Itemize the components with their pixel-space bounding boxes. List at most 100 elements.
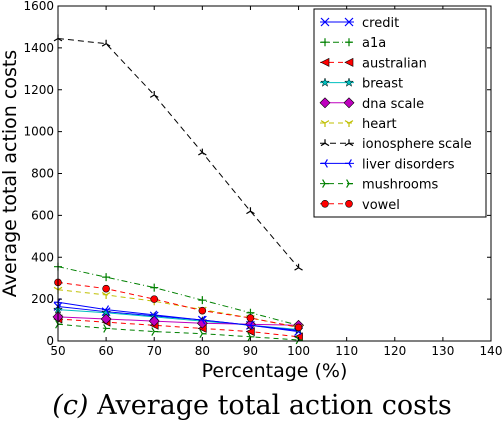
legend-item-mushrooms: mushrooms xyxy=(320,178,439,193)
y-tick-label: 1600 xyxy=(23,0,54,13)
x-tick-label: 50 xyxy=(50,344,65,358)
x-axis-label: Percentage (%) xyxy=(202,360,348,382)
caption-text: Average total action costs xyxy=(97,390,452,421)
legend-marker xyxy=(319,97,331,109)
x-tick-label: 90 xyxy=(243,344,258,358)
line-chart: 50 60 70 80 90 100 110 120 130 140020040060080010… xyxy=(0,0,502,382)
legend-marker xyxy=(345,159,352,168)
data-point-mushrooms xyxy=(199,329,207,338)
y-tick-label: 800 xyxy=(31,167,54,181)
data-point-liver-disorders xyxy=(102,305,110,314)
legend-marker xyxy=(320,17,330,27)
legend-item-credit: credit xyxy=(320,16,399,31)
y-tick-label: 200 xyxy=(31,292,54,306)
legend-label: mushrooms xyxy=(362,178,439,193)
data-point-a1a xyxy=(150,283,159,292)
x-tick-label: 130 xyxy=(431,344,454,358)
legend-item-breast: breast xyxy=(319,77,403,92)
y-tick-label: 600 xyxy=(31,208,54,222)
data-point-ionosphere-scale xyxy=(246,207,255,215)
legend-item-heart: heart xyxy=(320,117,397,132)
series-line-heart xyxy=(57,289,299,328)
legend-item-vowel: vowel xyxy=(320,198,400,213)
data-point-liver-disorders xyxy=(150,310,158,320)
series-line-australian xyxy=(57,318,299,338)
legend-marker xyxy=(344,17,354,27)
legend-label: australian xyxy=(362,56,427,71)
series-line-vowel xyxy=(57,281,299,328)
data-point-mushrooms xyxy=(103,324,111,333)
data-point-dna-scale xyxy=(148,315,160,327)
data-point-vowel xyxy=(246,314,255,322)
data-point-a1a xyxy=(198,296,207,305)
x-tick-label: 140 xyxy=(480,344,503,358)
legend-marker xyxy=(344,120,354,127)
legend-item-ionosphere-scale: ionosphere scale xyxy=(320,137,472,152)
data-point-dna-scale xyxy=(100,313,112,325)
legend-label: liver disorders xyxy=(362,157,455,172)
legend-marker xyxy=(344,57,354,67)
data-point-a1a xyxy=(102,273,111,282)
data-point-vowel xyxy=(150,295,159,303)
data-point-mushrooms xyxy=(151,327,159,336)
legend-marker xyxy=(321,38,329,47)
series-line-dna-scale xyxy=(57,316,299,326)
data-point-vowel xyxy=(198,306,207,315)
legend-item-dna-scale: dna scale xyxy=(319,97,424,112)
data-point-heart xyxy=(101,292,111,299)
x-tick-label: 80 xyxy=(195,344,210,358)
legend-marker xyxy=(345,200,353,208)
legend-marker xyxy=(322,179,329,188)
series-layer xyxy=(52,34,304,345)
legend-label: dna scale xyxy=(362,97,424,112)
legend-marker xyxy=(319,77,331,87)
data-point-ionosphere-scale xyxy=(149,90,159,98)
y-axis-label: Average total action costs xyxy=(0,50,21,297)
data-point-ionosphere-scale xyxy=(294,263,303,271)
legend-marker xyxy=(344,139,354,147)
x-tick-label: 100 xyxy=(287,344,310,358)
x-tick-label: 70 xyxy=(147,344,162,358)
legend-label: a1a xyxy=(362,36,386,51)
legend-item-a1a: a1a xyxy=(320,36,386,51)
figure-caption: (c) Average total action costs xyxy=(0,390,504,421)
legend-marker xyxy=(343,97,355,109)
legend-label: vowel xyxy=(362,198,400,213)
legend: credit a1a australian breast dna scale heart i… xyxy=(313,8,487,218)
legend-label: ionosphere scale xyxy=(362,137,472,152)
y-tick-label: 1200 xyxy=(23,83,54,97)
y-tick-label: 0 xyxy=(46,334,54,348)
series-line-a1a xyxy=(57,266,299,326)
y-tick-label: 1000 xyxy=(23,125,54,139)
legend-item-liver-disorders: liver disorders xyxy=(320,157,455,172)
legend-marker xyxy=(320,139,330,147)
legend-label: credit xyxy=(362,16,399,31)
legend-marker xyxy=(320,57,330,67)
data-point-vowel xyxy=(102,284,110,293)
data-point-liver-disorders xyxy=(198,315,206,325)
data-point-vowel xyxy=(294,323,303,332)
data-point-liver-disorders xyxy=(246,320,254,330)
x-tick-label: 60 xyxy=(98,344,113,358)
x-tick-label: 110 xyxy=(335,344,358,358)
legend-marker xyxy=(345,38,353,47)
legend-marker xyxy=(343,77,355,87)
legend-marker xyxy=(346,179,353,188)
data-point-ionosphere-scale xyxy=(198,148,207,156)
legend-marker xyxy=(321,159,328,168)
legend-box xyxy=(313,8,487,218)
series-line-liver-disorders xyxy=(57,301,299,332)
legend-marker xyxy=(320,120,330,127)
legend-label: breast xyxy=(362,77,403,92)
axes-layer: 50 60 70 80 90 100 110 120 130 140020040060080010… xyxy=(0,0,502,382)
x-tick-label: 120 xyxy=(383,344,406,358)
caption-label: (c) xyxy=(52,390,89,421)
data-point-ionosphere-scale xyxy=(101,39,111,47)
legend-item-australian: australian xyxy=(320,56,427,71)
legend-label: heart xyxy=(362,117,397,132)
legend-marker xyxy=(321,200,329,208)
series-line-mushrooms xyxy=(57,323,299,341)
y-tick-label: 1400 xyxy=(23,41,54,55)
y-tick-label: 400 xyxy=(31,250,54,264)
series-line-ionosphere-scale xyxy=(57,37,299,269)
